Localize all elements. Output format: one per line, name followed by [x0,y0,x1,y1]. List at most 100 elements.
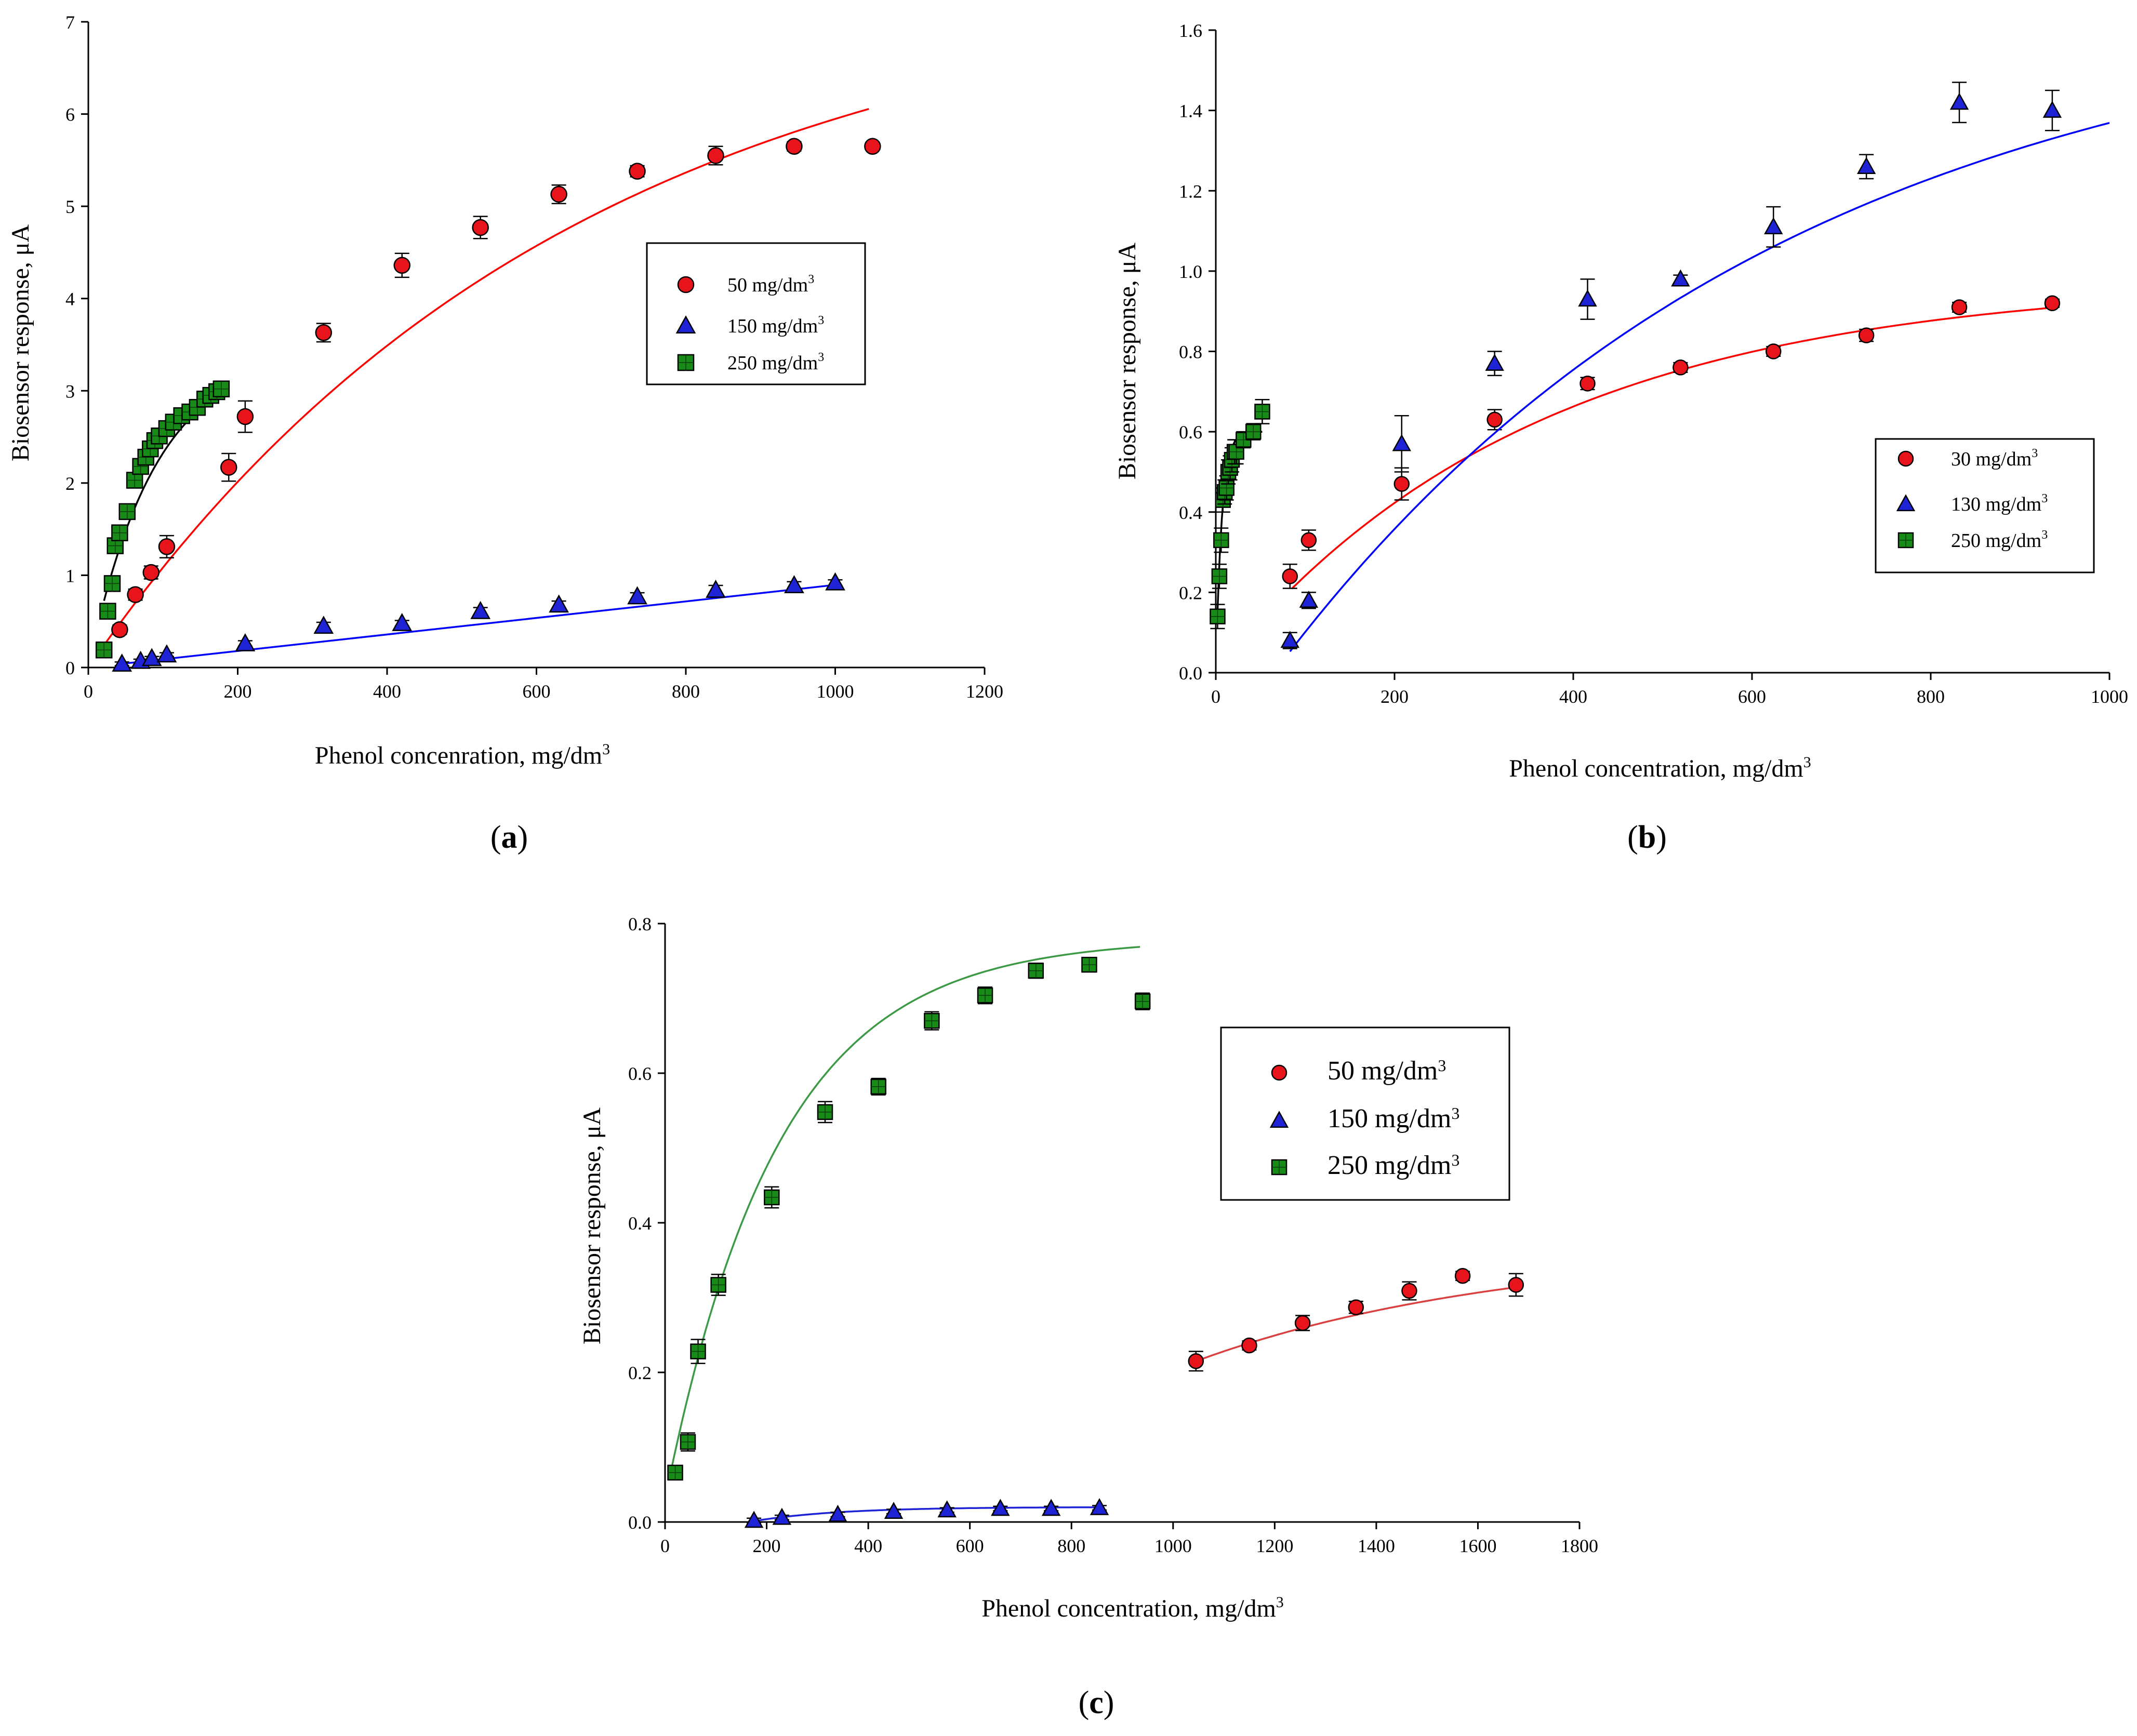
fit-curve-a-1 [102,108,869,647]
x-tick-label-b: 600 [1738,686,1766,707]
y-tick-label-a: 4 [65,289,75,310]
circle-marker [1241,1337,1257,1354]
data-point [1213,527,1229,553]
data-point [1282,564,1298,589]
legend-label-sup: 3 [1451,1104,1459,1123]
data-point [550,184,567,205]
legend-item-a-1: 50 mg/dm3 [677,273,814,296]
data-point [1210,604,1226,630]
circle-marker [1294,1315,1311,1331]
legend-label: 130 mg/dm3 [1951,492,2048,515]
legend-item-b-1: 30 mg/dm3 [1897,447,2038,470]
plot-area-a: 0 200 400 600 800 1000 1200 0 1 2 3 4 5 6 7 [65,12,1003,702]
data-point [680,1432,696,1452]
data-point [706,580,726,598]
circle-marker [1401,1283,1417,1299]
triangle-marker [1041,1499,1061,1516]
data-point [235,633,256,651]
fit-curve-c-3 [669,946,1140,1475]
square-marker [1213,532,1229,549]
data-point [1280,631,1299,649]
legend-label-text: 130 mg/dm [1951,493,2041,515]
square-marker [1134,993,1151,1010]
circle-marker [315,324,333,341]
square-marker [817,1104,833,1120]
triangle-marker [1392,434,1411,451]
data-point [1764,206,1783,248]
data-point [2042,89,2062,131]
x-tick-label-b: 800 [1917,686,1945,707]
chart-panel-b: 0 200 400 600 800 1000 0.0 0.2 0.4 0.6 0.8 1.0 1.2 1.… [1113,20,2128,855]
triangle-marker [470,600,491,619]
legend-item-a-3: 250 mg/dm3 [677,351,824,374]
series-c-1 [1188,1267,1524,1372]
y-axis-label-c: Biosensor response, μA [578,1107,606,1344]
data-point [118,503,136,520]
x-tick-label-b: 1000 [2091,686,2128,707]
circle-marker [1348,1299,1364,1315]
data-point [1392,415,1411,473]
data-point [99,603,116,620]
circle-marker [220,459,237,476]
y-tick-label-b: 0.2 [1179,582,1202,603]
legend-label-text: 30 mg/dm [1951,448,2032,470]
data-point [392,612,413,631]
data-point [828,1504,847,1522]
legend-label-text: 50 mg/dm [727,274,808,296]
x-tick-label-c: 1400 [1358,1535,1395,1556]
triangle-marker [1299,591,1319,608]
series-b-2 [1280,82,2110,652]
data-point [1241,1337,1257,1354]
triangle-marker [1764,217,1783,234]
legend-circle-icon [1271,1064,1287,1081]
legend-label-sup: 3 [1438,1056,1446,1075]
data-point [1485,351,1504,377]
circle-marker [550,185,567,203]
data-point [1090,1498,1109,1515]
triangle-marker [1949,92,1969,110]
y-tick-label-b: 0.8 [1179,342,1202,363]
circle-marker [127,586,144,603]
square-marker [764,1189,780,1206]
data-point [213,380,230,397]
triangle-marker [2042,100,2062,118]
legend-label-sup: 3 [1451,1151,1459,1169]
data-point [786,138,803,155]
circle-marker [864,138,881,155]
series-c-3 [667,946,1151,1481]
legend-item-b-3: 250 mg/dm3 [1897,528,2048,552]
y-tick-label-b: 1.4 [1179,101,1202,122]
data-point [707,145,724,166]
data-point [126,472,143,489]
legend-label-text: 250 mg/dm [1328,1151,1451,1180]
circle-marker [1673,359,1689,376]
circle-marker [1951,299,1968,315]
data-point [1041,1499,1061,1516]
circle-marker [142,564,160,581]
square-marker [1028,963,1044,979]
y-tick-label-c: 0.4 [628,1213,652,1234]
data-point [1579,376,1596,392]
circle-marker [1486,411,1503,428]
data-point [158,535,176,558]
circle-marker [2044,295,2061,311]
legend-triangle-icon [1269,1111,1289,1128]
triangle-marker [235,633,256,651]
data-point [1294,1315,1311,1331]
triangle-marker [1578,289,1597,307]
data-point [764,1186,780,1209]
circle-marker [1858,327,1875,343]
y-tick-label-b: 0.6 [1179,422,1202,443]
legend-label: 30 mg/dm3 [1951,447,2038,470]
legend-item-c-2: 150 mg/dm3 [1269,1104,1459,1133]
circle-marker [1454,1267,1471,1284]
x-tick-label-a: 200 [224,681,252,702]
legend-label-text: 150 mg/dm [1328,1104,1451,1133]
data-point [924,1011,940,1031]
circle-marker [786,138,803,155]
data-point [1393,467,1410,501]
data-point [1300,529,1317,551]
data-point [744,1511,764,1528]
circle-marker [111,621,128,638]
legend-box-c [1220,1026,1510,1201]
